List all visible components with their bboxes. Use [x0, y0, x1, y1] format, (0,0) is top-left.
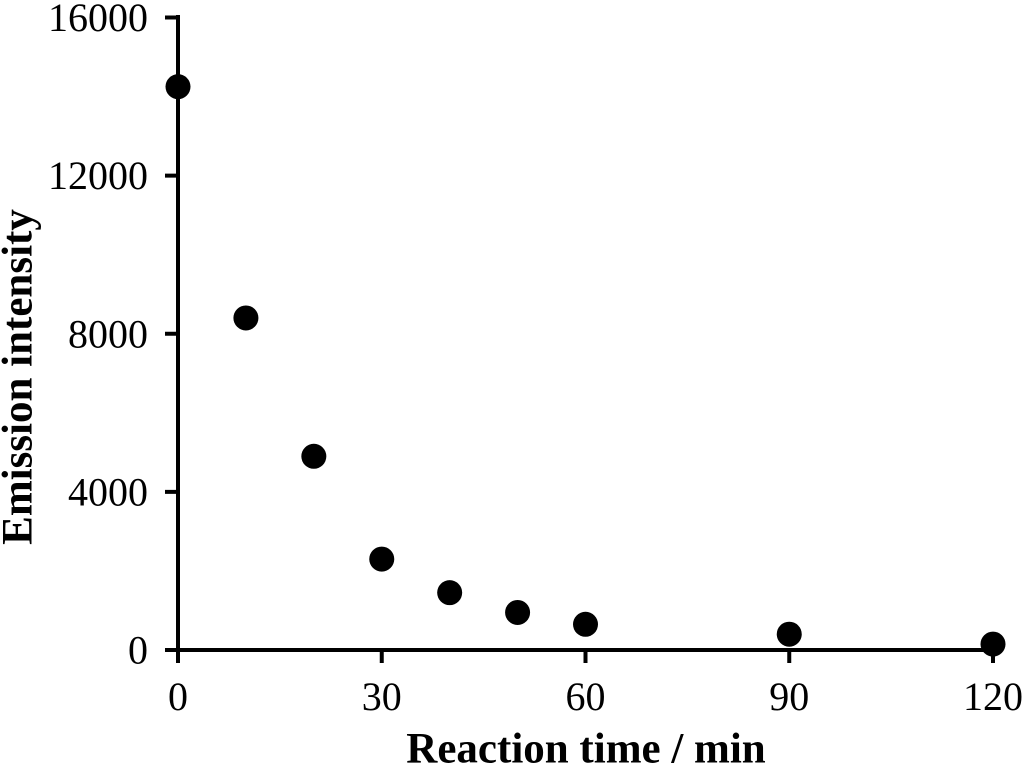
y-axis-title: Emission intensity [0, 209, 42, 545]
data-point [980, 631, 1006, 657]
y-tick-label: 0 [128, 628, 148, 673]
y-tick-label: 12000 [48, 153, 148, 198]
data-point [165, 74, 191, 100]
data-point [505, 599, 531, 625]
y-tick-label: 4000 [68, 469, 148, 514]
x-axis-title: Reaction time / min [406, 725, 766, 769]
y-tick-label: 8000 [68, 311, 148, 356]
y-tick-label: 16000 [48, 0, 148, 40]
data-point [301, 443, 327, 469]
data-point [573, 611, 598, 637]
x-tick-label: 90 [769, 674, 809, 719]
data-point [776, 621, 802, 647]
data-point [233, 305, 259, 331]
x-tick-label: 0 [168, 674, 188, 719]
x-tick-label: 120 [963, 674, 1023, 719]
x-tick-label: 60 [566, 674, 606, 719]
data-point [437, 580, 463, 606]
data-point [369, 546, 395, 572]
x-tick-label: 30 [362, 674, 402, 719]
